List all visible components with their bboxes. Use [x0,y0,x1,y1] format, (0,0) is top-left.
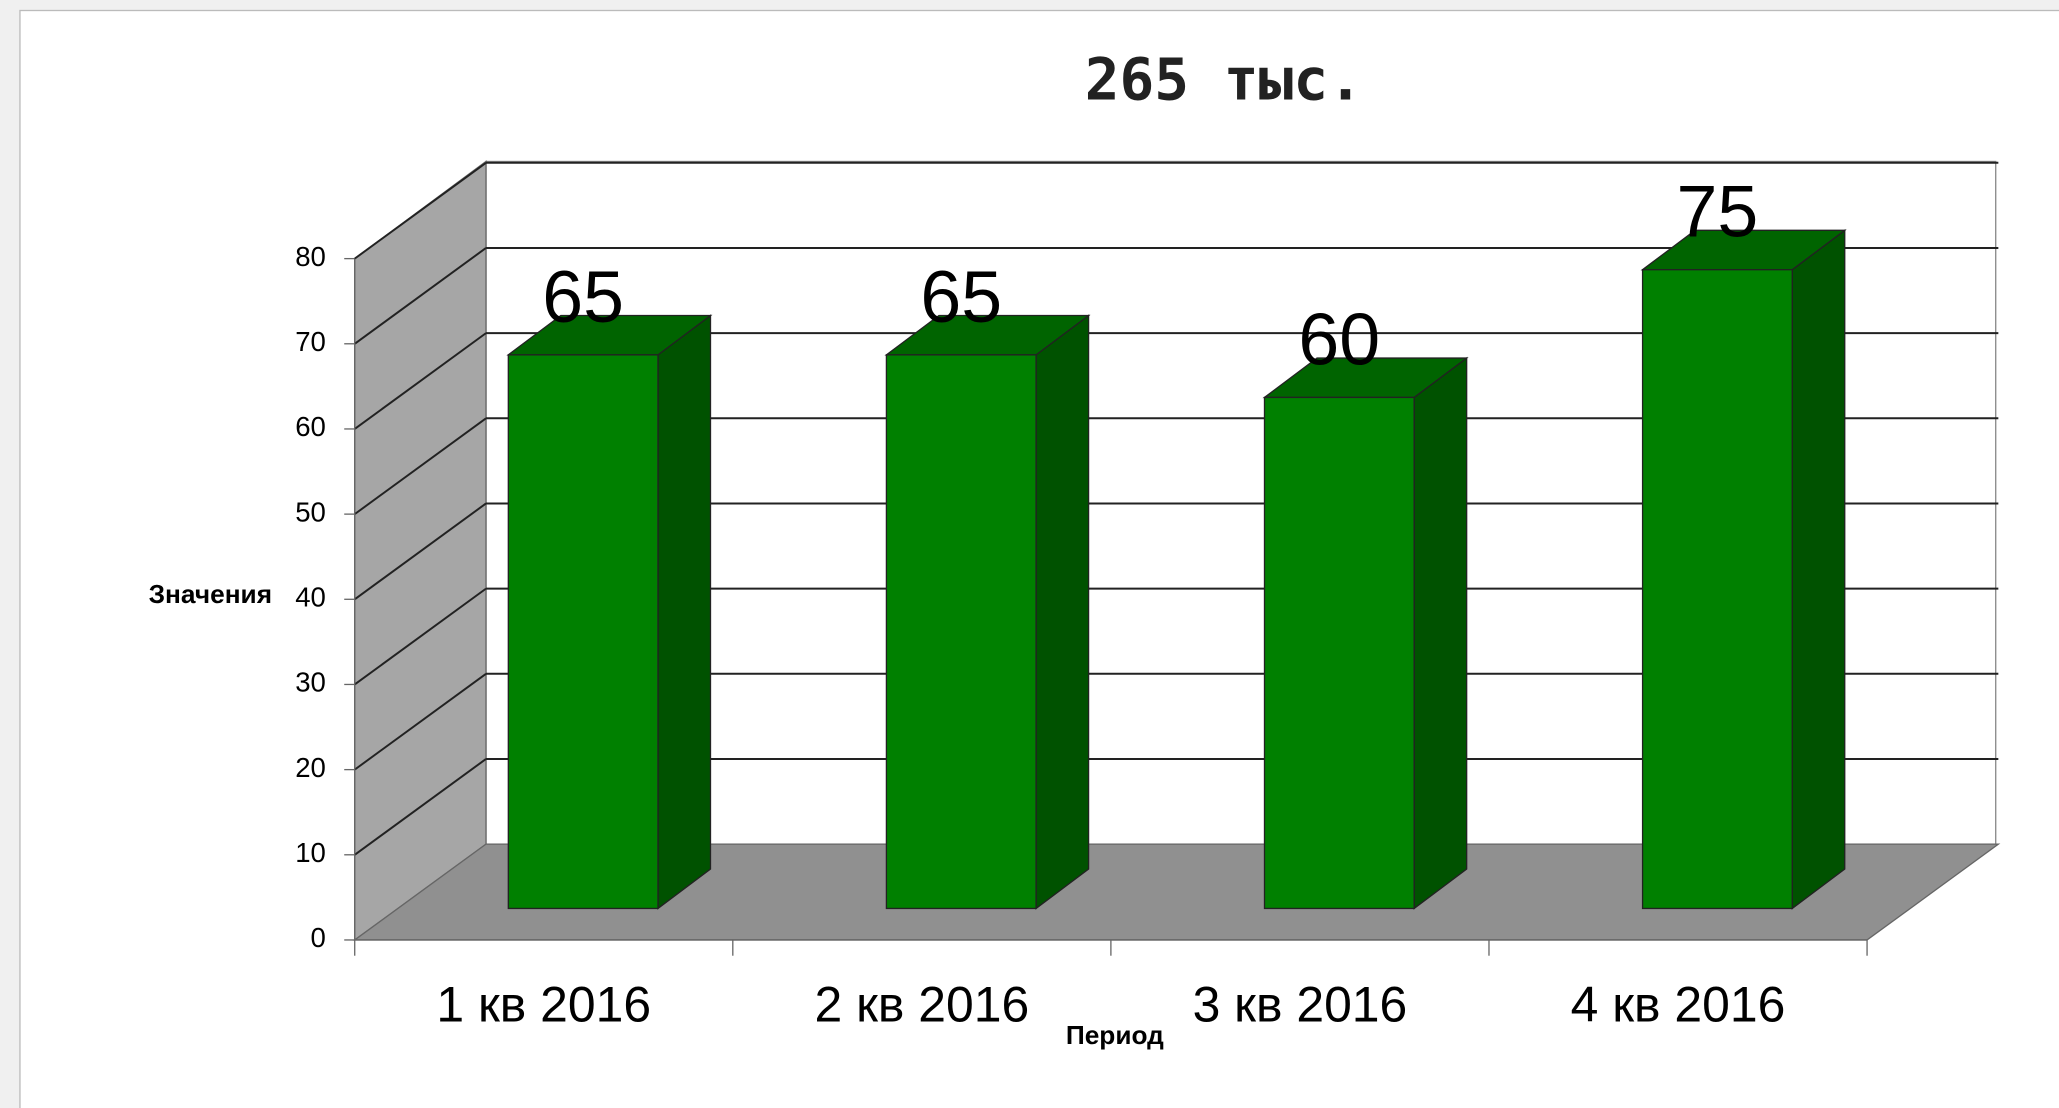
bar [885,354,1037,910]
x-tick-label: 3 кв 2016 [1193,976,1408,1032]
data-label: 75 [1677,170,1759,253]
grid-line [354,672,487,771]
chart-title: 265 тыс. [1085,46,1363,114]
grid-line [354,332,487,430]
y-tick-label: 80 [295,241,326,272]
y-tick-label: 60 [295,411,326,442]
x-axis-label: Период [1066,1020,1164,1050]
x-tick-label: 1 кв 2016 [436,976,651,1032]
bar [1641,269,1793,910]
y-tick-label: 70 [295,326,326,357]
bar [1263,396,1415,910]
bar-side [1413,356,1468,910]
y-tick-label: 0 [311,922,326,953]
y-tick-label: 40 [295,582,326,613]
grid-line [354,758,487,856]
data-label: 60 [1298,297,1380,380]
bar [507,354,659,910]
x-tick-label: 2 кв 2016 [814,976,1029,1032]
grid-line [354,502,487,601]
grid-line [354,417,487,515]
y-tick-label: 30 [295,667,326,698]
data-label: 65 [920,255,1002,338]
data-label: 65 [542,255,624,338]
y-tick-label: 10 [295,837,326,868]
grid-line [354,587,487,686]
grid-line [354,247,487,345]
grid-line [354,161,487,260]
bar-side [1035,314,1090,910]
bar-side [657,314,712,910]
bar-side [1791,229,1846,910]
y-axis-label: Значения [149,579,272,609]
y-tick-label: 50 [295,496,326,527]
y-tick-label: 20 [295,752,326,783]
x-tick-label: 4 кв 2016 [1571,976,1786,1032]
